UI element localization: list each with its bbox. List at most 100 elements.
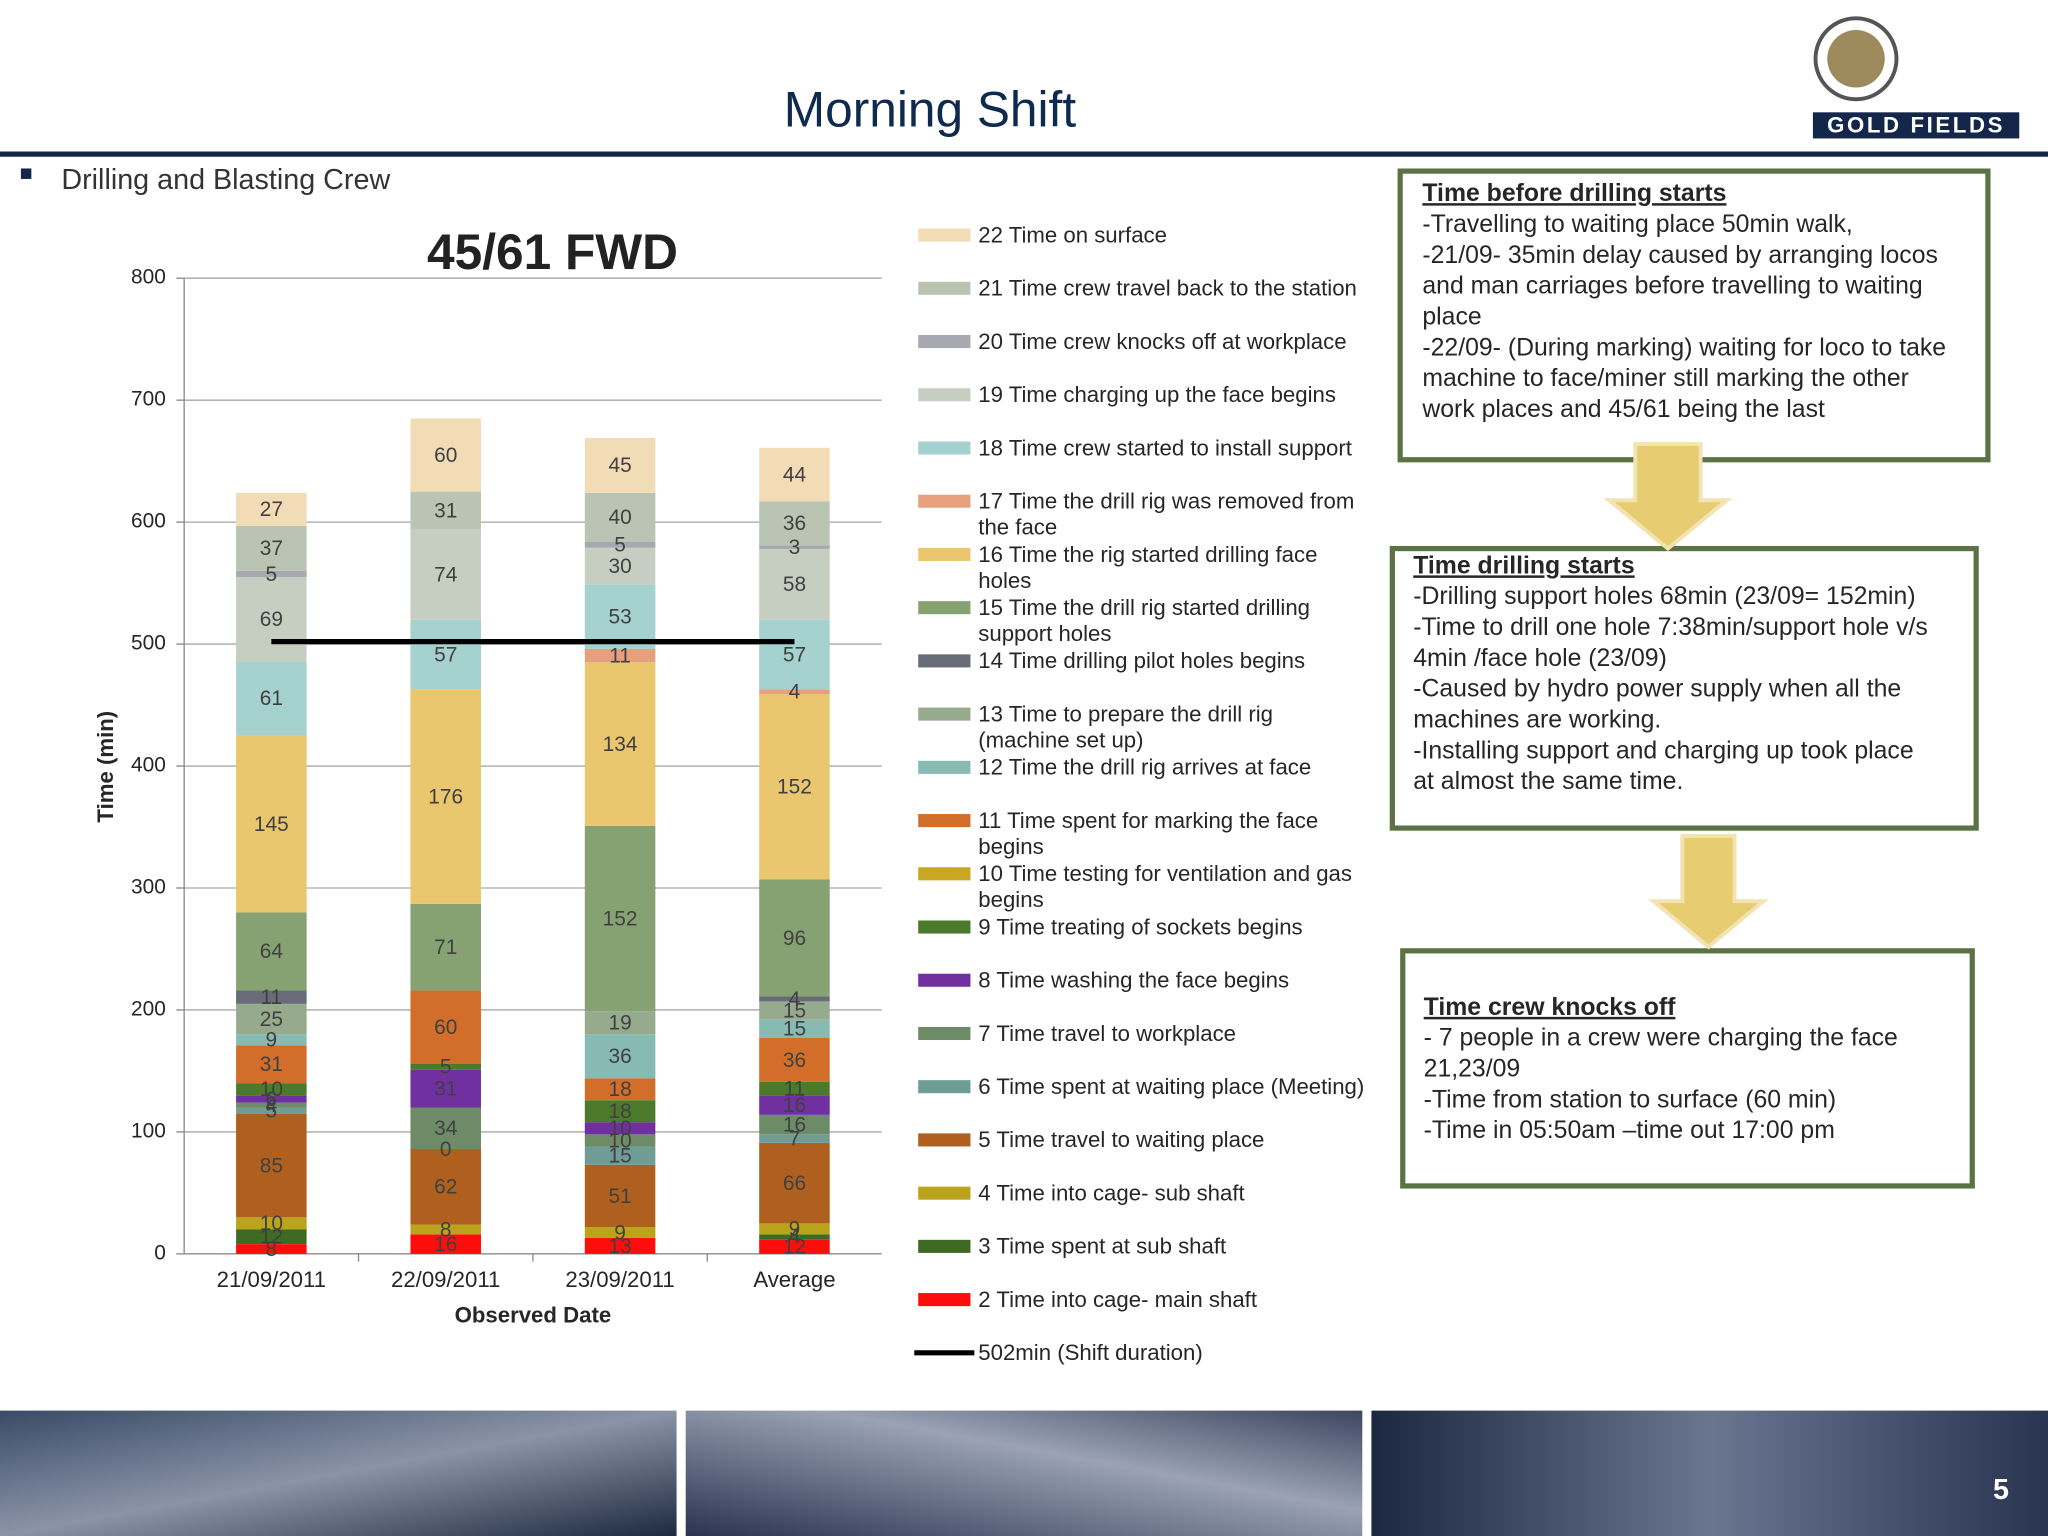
data-label: 7 <box>789 1127 801 1150</box>
data-label: 10 <box>260 1212 283 1235</box>
data-label: 5 <box>266 563 278 586</box>
x-tick-label: 21/09/2011 <box>217 1267 326 1292</box>
data-label: 31 <box>260 1053 283 1076</box>
legend-label: 18 Time crew started to install support <box>978 435 1352 460</box>
y-tick-label: 0 <box>154 1241 166 1264</box>
data-label: 12 <box>783 1235 806 1258</box>
data-label: 37 <box>260 537 283 560</box>
legend-label: 16 Time the rig started drilling face ho… <box>978 542 1323 593</box>
data-label: 58 <box>783 573 806 596</box>
note-line: -Time to drill one hole 7:38min/support … <box>1413 614 1928 641</box>
bar-segment <box>759 1239 830 1254</box>
x-axis-label: Observed Date <box>455 1302 612 1327</box>
bar-segment <box>759 548 830 620</box>
note-title: Time crew knocks off <box>1424 994 1676 1021</box>
bar-segment <box>410 1063 481 1070</box>
legend-label: 4 Time into cage- sub shaft <box>978 1180 1244 1205</box>
data-label: 57 <box>783 643 806 666</box>
photo <box>685 1410 1363 1536</box>
data-label: 71 <box>434 936 457 959</box>
bar-segment <box>236 1003 307 1035</box>
data-label: 31 <box>434 1077 457 1100</box>
notes: Time before drilling starts -Travelling t… <box>1389 168 1991 1189</box>
bar-segment <box>759 1142 830 1224</box>
data-label: 69 <box>260 608 283 631</box>
data-label: 5 <box>614 534 626 557</box>
data-label: 11 <box>784 1077 806 1100</box>
note-line: machines are working. <box>1413 707 1661 734</box>
legend-swatch <box>918 1186 971 1200</box>
bar-segment <box>584 825 656 1012</box>
data-label: 9 <box>266 1029 278 1052</box>
data-label: 10 <box>260 1078 283 1101</box>
data-label: 8 <box>440 1218 452 1241</box>
logo-bar <box>1812 112 2020 139</box>
data-label: 60 <box>434 444 457 467</box>
bar-segment <box>410 903 481 991</box>
legend-swatch <box>918 228 971 242</box>
header-rule <box>0 151 2048 157</box>
logo-text: Gold Fields <box>1827 113 2005 138</box>
bullet-text: Drilling and Blasting Crew <box>61 164 390 196</box>
bar-segment <box>410 491 481 530</box>
bar-segment <box>759 1001 830 1020</box>
bar-segment <box>759 1038 830 1082</box>
bar-segment <box>584 1164 656 1228</box>
bar-segment <box>236 1095 307 1103</box>
bar-segment <box>759 694 830 880</box>
legend-label: 12 Time the drill rig arrives at face <box>978 755 1311 780</box>
legend-label: 13 Time to prepare the drill rig (machin… <box>978 701 1279 752</box>
data-label: 9 <box>614 1221 626 1244</box>
note-title: Time before drilling starts <box>1422 180 1726 207</box>
bar-segment <box>584 541 656 548</box>
legend-swatch <box>918 388 971 402</box>
note-line: at almost the same time. <box>1413 768 1683 795</box>
data-label: 31 <box>434 499 457 522</box>
note-line: -Time in 05:50am –time out 17:00 pm <box>1424 1117 1835 1144</box>
bar-segment <box>236 1107 307 1114</box>
data-label: 134 <box>603 733 638 756</box>
legend-swatch <box>918 547 971 561</box>
bar-segment <box>759 1019 830 1039</box>
bar-segment <box>584 1078 656 1101</box>
data-label: 8 <box>266 1238 278 1261</box>
y-axis-label: Time (min) <box>93 711 118 823</box>
data-label: 18 <box>608 1100 631 1123</box>
bar-segment <box>236 577 307 662</box>
data-label: 36 <box>783 1049 806 1072</box>
note-line: machine to face/miner still marking the … <box>1422 365 1909 392</box>
legend-swatch <box>918 814 971 828</box>
page-number: 5 <box>1993 1474 2009 1506</box>
data-label: 64 <box>260 940 283 963</box>
data-label: 16 <box>783 1113 806 1136</box>
note-box <box>1400 948 1975 1189</box>
bar-segment <box>759 1114 830 1135</box>
legend-swatch <box>918 335 971 349</box>
bar-segment <box>759 1223 830 1235</box>
data-label: 15 <box>783 999 806 1022</box>
data-label: 66 <box>783 1172 806 1195</box>
bar-segment <box>759 879 830 997</box>
bar-segment <box>236 912 307 991</box>
logo-emblem <box>1827 30 1885 88</box>
data-label: 9 <box>789 1218 801 1241</box>
photo <box>0 1410 677 1536</box>
legend-swatch <box>918 1239 971 1253</box>
bar-segment <box>236 1229 307 1245</box>
bar-segment <box>236 1034 307 1046</box>
data-label: 36 <box>608 1045 631 1068</box>
data-label: 152 <box>603 907 638 930</box>
legend-label: 15 Time the drill rig started drilling s… <box>978 595 1316 646</box>
bar-segment <box>759 1081 830 1096</box>
bar-segment <box>236 492 307 526</box>
note-box <box>1389 545 1979 831</box>
note-line: 21,23/09 <box>1424 1056 1521 1083</box>
data-label: 53 <box>608 605 631 628</box>
arrow <box>1648 833 1769 950</box>
bar-segment <box>584 1134 656 1147</box>
y-tick-label: 400 <box>131 754 166 777</box>
data-label: 16 <box>434 1233 457 1256</box>
bar-segment <box>236 1045 307 1084</box>
